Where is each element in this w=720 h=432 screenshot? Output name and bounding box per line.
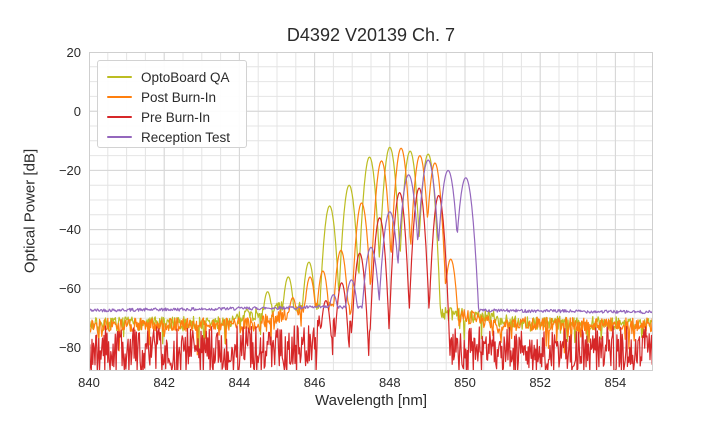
legend-item-label: Reception Test xyxy=(141,129,231,145)
x-tick-label-844: 844 xyxy=(228,375,251,390)
legend: OptoBoard QA Post Burn-In Pre Burn-In Re… xyxy=(97,60,247,148)
legend-item-label: Pre Burn-In xyxy=(141,109,211,125)
y-tick-label-−60: −60 xyxy=(58,281,81,297)
x-tick-label-846: 846 xyxy=(303,375,326,390)
legend-item: Reception Test xyxy=(107,127,246,147)
legend-line-swatch xyxy=(107,135,132,139)
legend-item: OptoBoard QA xyxy=(107,67,246,87)
series-line-reception-test xyxy=(89,159,653,315)
legend-line-swatch xyxy=(107,95,132,99)
x-tick-label-854: 854 xyxy=(604,375,627,390)
legend-item-label: OptoBoard QA xyxy=(141,69,230,85)
x-tick-label-840: 840 xyxy=(78,375,100,390)
chart-title: D4392 V20139 Ch. 7 xyxy=(286,25,456,45)
series-line-post-burn-in xyxy=(89,147,653,356)
y-tick-label-−80: −80 xyxy=(58,340,81,356)
legend-line-swatch xyxy=(107,115,132,119)
series-line-pre-burn-in xyxy=(89,187,653,371)
y-tick-label-0: 0 xyxy=(73,103,81,119)
legend-item: Post Burn-In xyxy=(107,87,246,107)
x-tick-label-850: 850 xyxy=(454,375,476,390)
legend-item: Pre Burn-In xyxy=(107,107,246,127)
x-axis-label: Wavelength [nm] xyxy=(315,392,427,409)
x-tick-label-848: 848 xyxy=(378,375,401,390)
legend-item-label: Post Burn-In xyxy=(141,89,217,105)
legend-line-swatch xyxy=(107,75,132,79)
y-tick-label-20: 20 xyxy=(66,44,81,60)
x-tick-label-842: 842 xyxy=(153,375,176,390)
y-tick-label-−20: −20 xyxy=(58,162,81,178)
x-tick-label-852: 852 xyxy=(529,375,552,390)
y-tick-label-−40: −40 xyxy=(58,222,81,238)
